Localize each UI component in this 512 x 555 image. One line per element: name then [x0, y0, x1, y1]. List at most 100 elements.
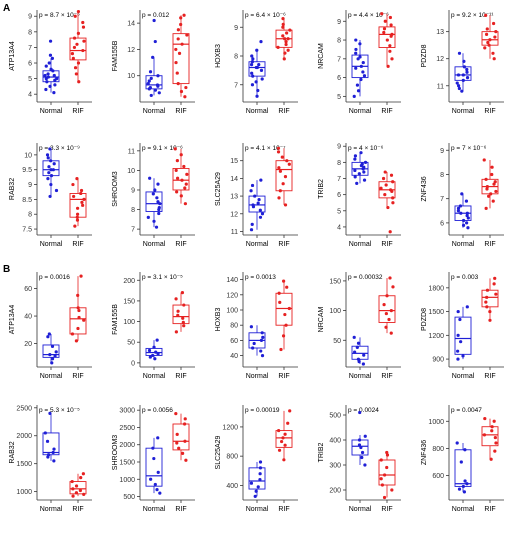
data-point: [48, 53, 53, 57]
y-tick-label: 9.5: [22, 167, 32, 174]
y-tick-label: 10: [127, 73, 135, 80]
box-rif: [172, 33, 190, 85]
data-point: [258, 466, 263, 470]
data-point: [362, 165, 366, 169]
y-tick-label: 7: [337, 176, 341, 183]
data-point: [363, 434, 367, 438]
x-tick-label: RIF: [175, 108, 186, 115]
data-point: [287, 306, 291, 311]
data-point: [184, 85, 188, 90]
y-tick-label: 2000: [16, 433, 32, 440]
data-point: [494, 441, 498, 445]
data-point: [280, 155, 284, 159]
y-tick-label: 60: [24, 286, 32, 293]
data-point: [362, 170, 366, 174]
data-point: [284, 40, 288, 44]
box-rif: [481, 426, 499, 447]
chart-a-atp13a4: 4 5 6 7 8 9 ATP13A4 p = 8.7 × 10⁻⁶ Normal RIF: [9, 9, 92, 115]
y-axis-title: PDZD8: [421, 44, 428, 67]
data-point: [176, 313, 180, 317]
p-value-label: p = 4.1 × 10⁻⁷: [245, 145, 286, 152]
data-point: [276, 45, 280, 49]
data-point: [457, 86, 461, 91]
data-point: [70, 52, 75, 56]
data-point: [494, 292, 498, 296]
data-point: [250, 60, 254, 64]
y-tick-label: 12: [230, 211, 238, 218]
data-point: [50, 357, 55, 361]
data-point: [156, 436, 160, 440]
data-point: [175, 441, 179, 445]
p-value-label: p = 0.0024: [348, 407, 379, 414]
box-rif: [69, 481, 87, 495]
x-tick-label: RIF: [72, 506, 83, 513]
data-point: [48, 353, 52, 357]
data-point: [485, 288, 490, 292]
data-point: [355, 345, 359, 350]
x-tick-label: RIF: [484, 506, 495, 513]
data-point: [251, 57, 255, 61]
y-axis-title: PDZD8: [421, 308, 428, 331]
chart-a-pdzd8: 11 12 13 PDZD8 p = 9.2 × 10⁻¹¹ Normal RIF: [421, 10, 504, 115]
data-point: [358, 410, 362, 415]
x-tick-label: Normal: [452, 373, 475, 380]
data-point: [157, 211, 161, 216]
data-point: [461, 223, 466, 227]
data-point: [258, 472, 262, 476]
chart-b-fam155b: 0 50 100 150 200 FAM155B p = 3.1 × 10⁻⁵ Normal R…: [112, 272, 195, 380]
chart-b-shroom3: 500 1000 1500 2000 2500 3000 SHROOM3 p = 0.0056…: [112, 405, 195, 513]
data-point: [491, 199, 495, 203]
data-point: [151, 55, 155, 59]
data-point: [183, 186, 187, 190]
data-point: [277, 428, 281, 433]
data-point: [485, 27, 489, 31]
box-rif: [172, 423, 190, 451]
data-point: [281, 436, 285, 440]
data-point: [362, 353, 366, 357]
y-tick-label: 8: [337, 160, 341, 167]
data-point: [75, 212, 80, 216]
data-point: [462, 490, 467, 494]
data-point: [494, 30, 498, 34]
y-tick-label: 9: [28, 182, 32, 189]
p-value-label: p = 3.1 × 10⁻⁵: [142, 274, 183, 281]
data-point: [277, 196, 281, 200]
data-point: [146, 82, 150, 86]
data-point: [70, 479, 74, 484]
data-point: [485, 305, 489, 309]
data-point: [180, 178, 184, 182]
data-point: [460, 89, 464, 93]
p-value-label: p = 9.1 × 10⁻⁶: [142, 145, 183, 152]
data-point: [49, 174, 54, 178]
data-point: [354, 66, 358, 70]
data-point: [153, 188, 157, 192]
box-rif: [378, 26, 396, 49]
data-point: [280, 439, 284, 444]
data-point: [385, 38, 389, 42]
data-point: [182, 303, 186, 307]
x-tick-label: RIF: [278, 506, 289, 513]
data-point: [360, 455, 364, 460]
y-tick-label: 1000: [16, 489, 32, 496]
data-point: [482, 158, 486, 162]
data-point: [353, 175, 357, 179]
chart-b-atp13a4: 20 40 60 ATP13A4 p = 0.0016 Normal RIF: [9, 272, 92, 380]
data-point: [46, 335, 50, 339]
data-point: [283, 432, 287, 436]
y-tick-label: 1200: [222, 424, 238, 431]
data-point: [72, 45, 77, 50]
data-point: [491, 51, 495, 55]
data-point: [456, 357, 460, 361]
data-point: [385, 294, 389, 298]
data-point: [155, 338, 159, 342]
data-point: [362, 74, 367, 78]
y-axis-title: SLC25A29: [215, 435, 222, 469]
data-point: [390, 57, 394, 61]
p-value-label: p = 0.00019: [245, 407, 280, 414]
data-point: [79, 274, 83, 278]
y-tick-label: 1500: [16, 461, 32, 468]
y-tick-label: 4: [28, 92, 32, 99]
data-point: [261, 335, 265, 339]
data-point: [72, 194, 76, 199]
y-tick-label: 1000: [428, 419, 444, 426]
